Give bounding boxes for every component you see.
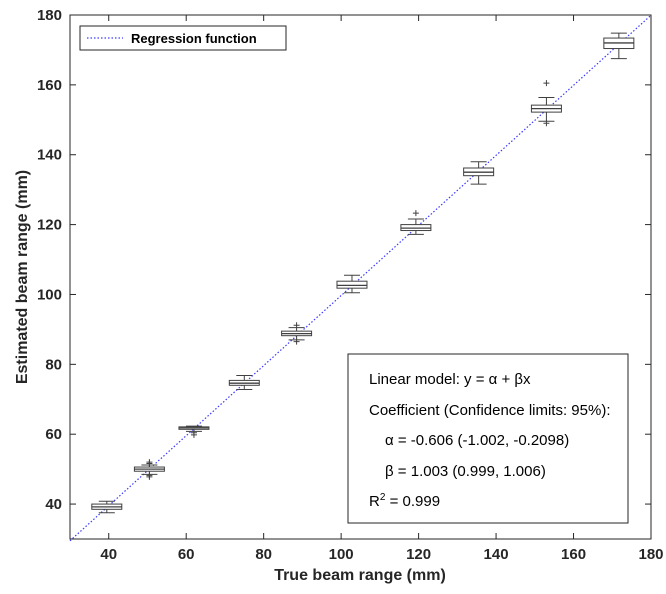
- box-outlier: [543, 80, 550, 87]
- box-outlier: [146, 472, 153, 479]
- model-info: Linear model: y = α + βx Coefficient (Co…: [347, 353, 629, 524]
- y-axis-title: Estimated beam range (mm): [14, 170, 31, 384]
- y-tick-label: 160: [37, 77, 62, 94]
- y-tick-label: 120: [37, 217, 62, 234]
- legend: Regression function: [79, 25, 287, 51]
- box-outlier: [146, 459, 153, 466]
- box-outlier: [543, 120, 550, 127]
- tick-layer: 40 60 80 100 120 140 160 180 40 60 80 100 120 140 160 1…: [37, 7, 664, 563]
- model-equation: Linear model: y = α + βx: [369, 371, 531, 388]
- box-body: [336, 280, 368, 289]
- coefficient-heading: Coefficient (Confidence limits: 95%):: [369, 402, 611, 419]
- x-tick-label: 40: [100, 546, 117, 563]
- box-plot: [178, 425, 210, 438]
- x-axis-title: True beam range (mm): [274, 567, 446, 584]
- y-tick-label: 180: [37, 7, 62, 24]
- box-plot: [133, 459, 165, 480]
- box-outlier: [190, 429, 197, 436]
- box-plot: [281, 322, 313, 345]
- x-tick-label: 80: [255, 546, 272, 563]
- box-plot: [228, 375, 260, 390]
- regression-layer: [69, 14, 652, 542]
- box-plot: [530, 80, 562, 127]
- beta-value: β = 1.003 (0.999, 1.006): [385, 463, 546, 480]
- box-outlier: [293, 338, 300, 345]
- box-plot: [91, 500, 123, 514]
- y-tick-label: 60: [45, 426, 62, 443]
- alpha-value: α = -0.606 (-1.002, -0.2098): [385, 432, 569, 449]
- regression-line: [69, 14, 652, 542]
- y-tick-label: 80: [45, 356, 62, 373]
- r-squared-value: R2 = 0.999: [369, 492, 440, 510]
- x-tick-label: 140: [484, 546, 509, 563]
- model-info-box: [347, 353, 629, 524]
- box-plot: [336, 274, 368, 294]
- y-tick-label: 100: [37, 286, 62, 303]
- x-tick-label: 120: [406, 546, 431, 563]
- y-tick-label: 40: [45, 496, 62, 513]
- box-outlier: [412, 210, 419, 217]
- box-outlier: [293, 322, 300, 329]
- x-tick-label: 180: [638, 546, 663, 563]
- legend-box: [79, 25, 287, 51]
- x-tick-label: 100: [329, 546, 354, 563]
- x-tick-label: 160: [561, 546, 586, 563]
- box-layer: [91, 32, 635, 514]
- box-plot: [400, 210, 432, 235]
- x-tick-label: 60: [178, 546, 195, 563]
- box-plot: [463, 161, 495, 185]
- legend-label: Regression function: [131, 31, 257, 46]
- box-plot: [603, 32, 635, 60]
- y-tick-label: 140: [37, 147, 62, 164]
